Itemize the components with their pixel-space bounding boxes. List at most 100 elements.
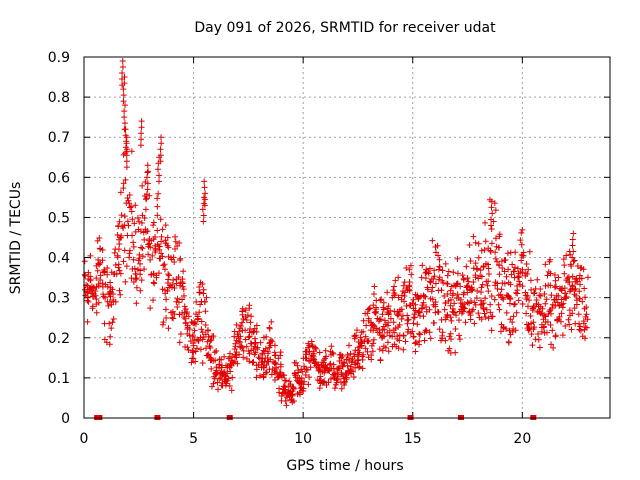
data-point <box>213 364 220 371</box>
data-point <box>201 178 208 185</box>
data-point <box>505 339 512 346</box>
data-point <box>266 344 273 351</box>
data-point <box>575 311 582 318</box>
data-point <box>505 266 512 273</box>
data-point <box>400 333 407 340</box>
data-point <box>123 134 130 141</box>
data-point <box>161 261 168 268</box>
data-point <box>174 303 181 310</box>
data-point <box>551 284 558 291</box>
data-point <box>405 316 412 323</box>
data-point <box>116 267 123 274</box>
data-point <box>485 315 492 322</box>
data-point <box>395 345 402 352</box>
data-point <box>384 339 391 346</box>
data-point <box>199 359 206 366</box>
data-point <box>106 290 113 297</box>
data-point <box>412 339 419 346</box>
data-point <box>489 210 496 217</box>
data-point <box>353 327 360 334</box>
data-point <box>99 280 106 287</box>
data-point <box>470 306 477 313</box>
data-point <box>186 332 193 339</box>
data-points <box>81 58 591 409</box>
data-point <box>223 373 230 380</box>
data-point <box>488 216 495 223</box>
data-point <box>542 319 549 326</box>
data-point <box>451 300 458 307</box>
data-point <box>240 315 247 322</box>
data-point <box>189 355 196 362</box>
data-point <box>424 286 431 293</box>
data-point <box>538 328 545 335</box>
x-tick-labels: 0 5 10 15 20 <box>80 431 532 447</box>
data-point <box>192 358 199 365</box>
data-point <box>273 364 280 371</box>
data-point <box>562 290 569 297</box>
data-point <box>137 260 144 267</box>
data-point <box>142 206 149 213</box>
data-point <box>350 374 357 381</box>
data-point <box>389 333 396 340</box>
data-point <box>379 311 386 318</box>
data-point <box>328 343 335 350</box>
data-point <box>85 298 92 305</box>
data-point <box>208 336 215 343</box>
data-point <box>552 277 559 284</box>
data-point <box>526 325 533 332</box>
data-point <box>494 258 501 265</box>
data-point <box>296 374 303 381</box>
data-point <box>104 264 111 271</box>
data-point <box>406 287 413 294</box>
data-point <box>268 371 275 378</box>
data-point <box>210 380 217 387</box>
data-point <box>367 305 374 312</box>
data-point <box>537 285 544 292</box>
data-point <box>119 58 126 65</box>
data-point <box>242 307 249 314</box>
data-point <box>525 266 532 273</box>
data-point <box>496 233 503 240</box>
data-point <box>277 349 284 356</box>
data-point <box>542 300 549 307</box>
data-point <box>405 326 412 333</box>
data-point <box>363 322 370 329</box>
data-point <box>559 332 566 339</box>
data-point <box>371 283 378 290</box>
data-point <box>142 196 149 203</box>
y-tick-label: 0.3 <box>48 291 70 307</box>
data-point <box>148 271 155 278</box>
data-point <box>170 315 177 322</box>
data-point <box>485 265 492 272</box>
data-point <box>309 343 316 350</box>
data-point <box>139 182 146 189</box>
data-point <box>257 339 264 346</box>
data-point <box>129 216 136 223</box>
data-point <box>544 272 551 279</box>
data-point <box>231 345 238 352</box>
data-point <box>407 262 414 269</box>
data-point <box>467 258 474 265</box>
data-point <box>128 148 135 155</box>
data-point <box>111 249 118 256</box>
data-point <box>431 273 438 280</box>
data-point <box>118 232 125 239</box>
data-point <box>154 195 161 202</box>
data-point <box>531 289 538 296</box>
data-point <box>106 320 113 327</box>
data-point <box>226 350 233 357</box>
data-point <box>436 326 443 333</box>
data-point <box>522 289 529 296</box>
data-point <box>81 258 88 265</box>
data-point <box>190 342 197 349</box>
data-point <box>485 270 492 277</box>
data-point <box>205 333 212 340</box>
data-point <box>226 364 233 371</box>
data-point <box>276 369 283 376</box>
data-point <box>580 318 587 325</box>
data-point <box>309 342 316 349</box>
data-point <box>570 258 577 265</box>
data-point <box>514 290 521 297</box>
data-point <box>402 338 409 345</box>
data-point <box>550 344 557 351</box>
